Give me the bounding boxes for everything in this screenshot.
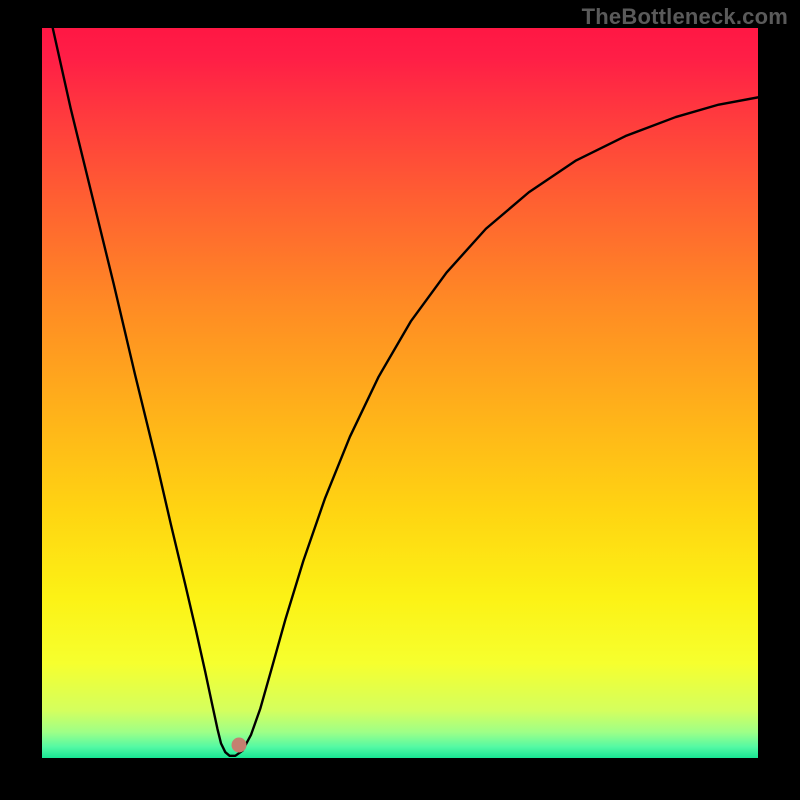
chart-svg bbox=[42, 28, 758, 758]
optimal-point-marker bbox=[231, 737, 246, 752]
watermark-text: TheBottleneck.com bbox=[582, 4, 788, 30]
plot-area bbox=[42, 28, 758, 758]
gradient-background bbox=[42, 28, 758, 758]
chart-canvas: TheBottleneck.com bbox=[0, 0, 800, 800]
